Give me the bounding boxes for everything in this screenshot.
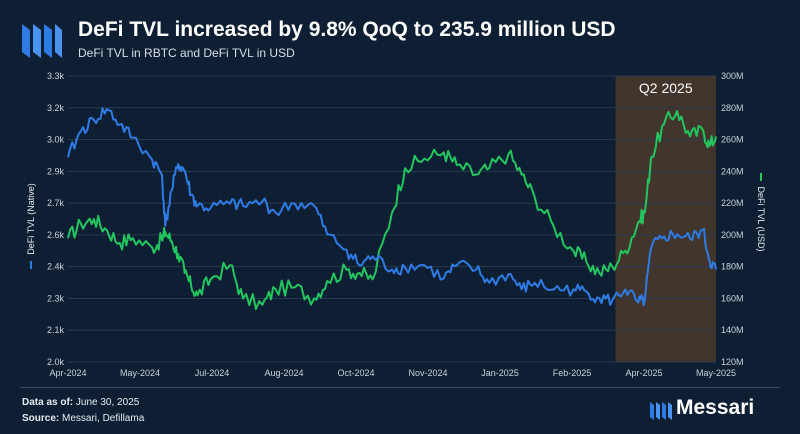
y-right-tick-label: 140M xyxy=(721,325,744,335)
usd-tvl-line xyxy=(67,110,717,310)
y-right-tick-label: 160M xyxy=(721,293,744,303)
y-left-tick-label: 2.7k xyxy=(47,198,65,208)
messari-logo-icon xyxy=(22,24,62,58)
y-left-tick-label: 2.0k xyxy=(47,357,65,367)
y-right-tick-label: 280M xyxy=(721,103,744,113)
y-right-tick-label: 200M xyxy=(721,230,744,240)
messari-brand-icon xyxy=(650,402,672,420)
x-tick-label: Apr-2024 xyxy=(49,368,86,378)
y-left-tick-label: 3.3k xyxy=(47,71,65,81)
y-right-tick-label: 180M xyxy=(721,262,744,272)
y-right-tick-label: 120M xyxy=(721,357,744,367)
source-value: Messari, Defillama xyxy=(62,413,145,424)
y-left-tick-label: 2.6k xyxy=(47,230,65,240)
y-left-tick-label: 2.9k xyxy=(47,166,65,176)
y-left-axis-title-group: DeFi TVL (Native) xyxy=(26,183,36,269)
x-tick-label: Jan-2025 xyxy=(481,368,519,378)
source-label: Source: xyxy=(22,413,60,424)
data-as-of-label: Data as of: xyxy=(22,397,74,408)
brand-name: Messari xyxy=(676,396,755,419)
y-left-tick-label: 2.4k xyxy=(47,262,65,272)
x-tick-label: Feb-2025 xyxy=(553,368,592,378)
q2-highlight-band xyxy=(615,76,716,362)
y-left-tick-label: 2.3k xyxy=(47,293,65,303)
q2-highlight-label: Q2 2025 xyxy=(639,80,693,96)
header: DeFi TVL increased by 9.8% QoQ to 235.9 … xyxy=(20,14,780,74)
brand: Messari xyxy=(650,396,778,422)
x-tick-label: May-2024 xyxy=(120,368,160,378)
y-right-axis-title-group: DeFi TVL (USD) xyxy=(756,173,766,252)
y-left-tick-label: 3.0k xyxy=(47,135,65,145)
y-right-axis-title: DeFi TVL (USD) xyxy=(756,186,766,251)
x-tick-label: Apr-2025 xyxy=(625,368,662,378)
footer-notes: Data as of: June 30, 2025 Source: Messar… xyxy=(22,395,144,427)
chart-title: DeFi TVL increased by 9.8% QoQ to 235.9 … xyxy=(78,18,616,41)
x-tick-label: Jul-2024 xyxy=(195,368,230,378)
data-as-of-value: June 30, 2025 xyxy=(75,397,140,408)
x-tick-label: May-2025 xyxy=(696,368,736,378)
x-tick-label: Nov-2024 xyxy=(408,368,447,378)
y-right-tick-label: 240M xyxy=(721,166,744,176)
y-right-tick-label: 220M xyxy=(721,198,744,208)
x-tick-label: Oct-2024 xyxy=(337,368,374,378)
y-left-axis-title: DeFi TVL (Native) xyxy=(26,183,36,255)
y-right-tick-label: 260M xyxy=(721,135,744,145)
chart-subtitle: DeFi TVL in RBTC and DeFi TVL in USD xyxy=(78,46,295,60)
x-tick-label: Aug-2024 xyxy=(264,368,303,378)
y-left-tick-label: 2.1k xyxy=(47,325,65,335)
y-right-tick-label: 300M xyxy=(721,71,744,81)
footer-divider xyxy=(20,387,780,388)
native-tvl-line xyxy=(67,107,717,307)
y-left-tick-label: 3.2k xyxy=(47,103,65,113)
